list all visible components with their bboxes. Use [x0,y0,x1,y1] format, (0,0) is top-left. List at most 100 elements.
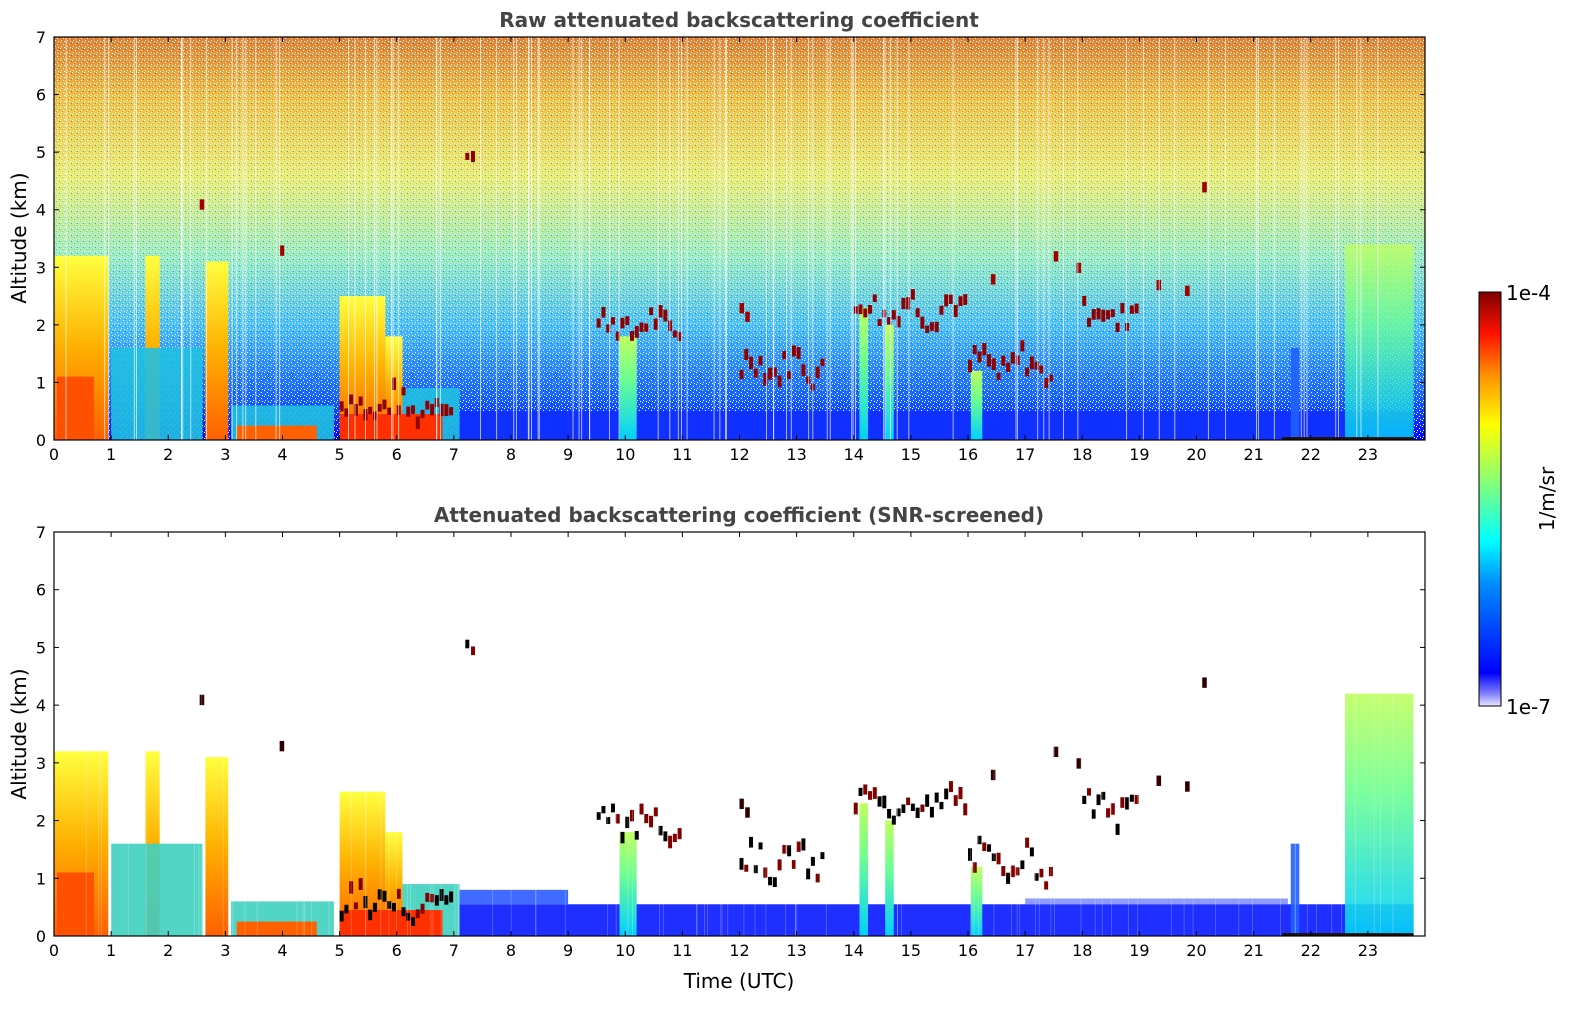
missing-profile [615,532,617,936]
missing-profile [392,37,394,440]
cloud-fragment [199,694,205,706]
missing-profile [1016,532,1018,936]
x-tick-label: 19 [1129,941,1149,960]
missing-profile [1183,532,1185,936]
cloud-mark [653,807,658,817]
x-tick-label: 16 [958,941,978,960]
missing-profile [454,532,456,936]
cloud-mark [820,358,825,367]
missing-profile [1354,532,1356,936]
cloud-mark [815,366,820,379]
cloud-mark [382,399,387,410]
cloud-mark [344,904,349,914]
colorbar-max-label: 1e-4 [1506,281,1551,305]
snr-screened-panel: Attenuated backscattering coefficient (S… [7,503,1426,993]
cloud-mark [625,816,630,829]
missing-profile [480,37,481,440]
missing-profile [145,532,147,936]
x-tick-label: 19 [1129,445,1149,464]
cloud-mark [401,907,406,917]
missing-profile [245,37,247,440]
y-tick-label: 5 [36,638,46,657]
cloud-mark [968,848,972,861]
missing-profile [108,37,110,440]
cloud-mark [415,416,420,430]
cloud-fragment [1156,279,1162,291]
cloud-mark [1134,795,1139,804]
x-tick-label: 0 [49,941,59,960]
missing-profile [181,37,182,440]
missing-profile [618,37,620,440]
missing-profile [897,532,898,936]
cloud-mark [677,828,682,840]
cloud-mark [744,864,749,872]
x-axis-label: Time (UTC) [683,969,795,993]
boundary-layer-top [459,889,569,905]
missing-profile [765,532,767,936]
cloud-mark [1029,356,1034,370]
cloud-mark [391,377,396,391]
heatmap-noise [54,37,1425,440]
missing-profile [680,37,682,440]
missing-profile [537,37,539,440]
cloud-mark [1091,809,1096,819]
x-tick-label: 15 [901,445,921,464]
cloud-fragment [1053,746,1059,758]
cloud-mark [634,326,639,338]
missing-profile [884,37,886,440]
cloud-mark [882,309,887,318]
y-tick-label: 4 [36,696,46,715]
missing-profile [1174,37,1176,440]
missing-profile [632,532,633,936]
missing-profile [457,532,459,936]
x-tick-label: 13 [786,941,806,960]
missing-profile [85,532,87,936]
x-tick-label: 1 [106,445,116,464]
cloud-mark [644,813,649,824]
missing-profile [721,532,723,936]
missing-profile [136,37,137,440]
cloud-mark [368,909,373,921]
cloud-mark [987,354,992,367]
convective-plume [859,803,869,936]
cloud-mark [1020,340,1025,352]
cloud-fragment [1202,677,1207,688]
x-axis: 0 1 2 3 4 5 6 7 8 9 10 11 12 13 14 15 16 17 18 19 20 21 22 23 [49,532,1378,960]
cloud-mark [753,865,758,874]
cloud-fragment [990,769,996,781]
missing-profile [198,532,200,936]
cloud-mark [1120,303,1125,314]
missing-profile [1306,532,1308,936]
cloud-mark [948,781,953,793]
cloud-mark [415,909,420,919]
missing-profile [627,532,629,936]
chart-title: Attenuated backscattering coefficient (S… [434,503,1044,527]
cloud-mark [948,294,953,304]
x-tick-label: 17 [1015,445,1035,464]
x-tick-label: 2 [163,445,173,464]
x-tick-label: 6 [392,445,402,464]
x-tick-label: 4 [277,445,287,464]
missing-profile [1373,532,1375,936]
cloud-mark [863,784,868,795]
missing-profile [538,37,540,440]
cloud-mark [1087,788,1092,796]
cloud-mark [815,873,820,883]
missing-profile [244,532,246,936]
cloud-mark [634,830,639,840]
cloud-mark [906,797,911,806]
cloud-mark [787,371,792,379]
x-tick-label: 0 [49,445,59,464]
missing-profile [719,37,721,440]
missing-profile [662,532,664,936]
cloud-mark [1015,867,1020,876]
cloud-mark [782,844,787,854]
residual-layer [1345,693,1414,936]
cloud-fragment [990,274,996,285]
cloud-mark [358,878,363,890]
x-tick-label: 11 [672,445,692,464]
cloud-mark [1120,797,1125,808]
missing-profile [1170,532,1172,936]
cloud-mark [929,322,934,331]
x-tick-label: 22 [1301,445,1321,464]
